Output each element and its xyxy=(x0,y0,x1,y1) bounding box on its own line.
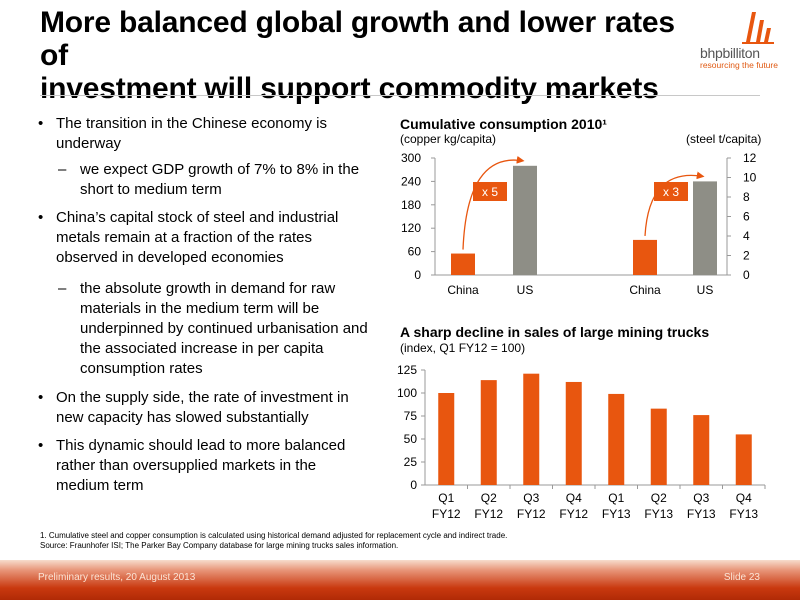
chart1-multiplier-label: x 3 xyxy=(663,185,679,199)
slide-number: Slide 23 xyxy=(723,572,760,583)
chart2-category-year: FY12 xyxy=(474,507,503,521)
chart2-bar xyxy=(650,408,667,485)
chart2-category-quarter: Q2 xyxy=(651,491,667,505)
chart1-category-label: China xyxy=(447,283,479,297)
truck-sales-chart: 0 25 50 75 100 125 Q1 FY12 Q2 FY12 Q3 FY12 Q4 FY12 Q1 F… xyxy=(397,363,766,521)
logo-wordmark: bhpbilliton xyxy=(700,45,760,61)
bullet-list: • The transition in the Chinese economy … xyxy=(38,114,368,496)
chart1-left-tick-label: 240 xyxy=(401,174,421,188)
chart1-category-label: US xyxy=(697,283,714,297)
bullet-item: • On the supply side, the rate of invest… xyxy=(38,388,368,428)
bullet-text: On the supply side, the rate of investme… xyxy=(56,389,349,426)
chart2-tick-label: 0 xyxy=(410,478,417,492)
footer-event: Preliminary results, 20 August 2013 xyxy=(38,572,196,583)
chart2-category-quarter: Q1 xyxy=(438,491,454,505)
bullet-icon: • xyxy=(38,115,44,132)
footer-bar xyxy=(0,560,800,600)
chart2-category-quarter: Q3 xyxy=(693,491,709,505)
chart2-category-year: FY12 xyxy=(559,507,588,521)
chart1-right-tick-label: 4 xyxy=(743,229,750,243)
chart1-right-tick-label: 12 xyxy=(743,151,757,165)
chart2-category-year: FY13 xyxy=(644,507,673,521)
sub-bullet-text: the absolute growth in demand for raw ma… xyxy=(80,280,368,377)
chart2-tick-label: 75 xyxy=(404,409,418,423)
chart2-bar xyxy=(565,381,582,485)
chart2-category-year: FY12 xyxy=(517,507,546,521)
chart1-title: Cumulative consumption 2010¹ xyxy=(400,116,607,132)
chart1-category-label: China xyxy=(629,283,661,297)
bullet-text: The transition in the Chinese economy is… xyxy=(56,115,327,152)
sub-bullet-item: – the absolute growth in demand for raw … xyxy=(38,279,368,379)
chart1-multiplier-badge xyxy=(654,182,688,201)
chart2-subtitle: (index, Q1 FY12 = 100) xyxy=(400,341,526,355)
title-line-1: More balanced global growth and lower ra… xyxy=(40,6,675,72)
header-divider xyxy=(40,95,760,96)
chart2-category-year: FY13 xyxy=(729,507,758,521)
chart2-bar xyxy=(735,434,752,485)
chart2-tick-label: 50 xyxy=(404,432,418,446)
chart1-growth-arrow xyxy=(462,155,525,250)
chart1-bar xyxy=(693,181,717,275)
chart1-category-label: US xyxy=(517,283,534,297)
chart2-category-year: FY13 xyxy=(687,507,716,521)
chart1-left-tick-label: 120 xyxy=(401,221,421,235)
bullet-icon: • xyxy=(38,437,44,454)
dash-icon: – xyxy=(58,161,67,178)
chart2-category-year: FY13 xyxy=(602,507,631,521)
chart1-right-tick-label: 0 xyxy=(743,268,750,282)
chart1-right-tick-label: 2 xyxy=(743,249,750,263)
chart1-multiplier-badge xyxy=(473,182,507,201)
chart2-bar xyxy=(523,373,540,485)
title-line-2: investment will support commodity market… xyxy=(40,72,659,105)
chart2-tick-label: 125 xyxy=(397,363,417,377)
chart2-category-quarter: Q4 xyxy=(566,491,582,505)
chart2-bar xyxy=(693,415,710,485)
chart1-right-axis-label: (steel t/capita) xyxy=(686,132,762,146)
chart2-category-quarter: Q3 xyxy=(523,491,539,505)
chart2-title: A sharp decline in sales of large mining… xyxy=(400,324,710,340)
chart2-category-quarter: Q4 xyxy=(736,491,752,505)
chart1-bar xyxy=(633,239,657,275)
footnote-line-1: 1. Cumulative steel and copper consumpti… xyxy=(40,531,508,540)
logo-mark-icon xyxy=(742,12,774,44)
footnote: 1. Cumulative steel and copper consumpti… xyxy=(40,531,760,551)
chart1-left-tick-label: 300 xyxy=(401,151,421,165)
page-title: More balanced global growth and lower ra… xyxy=(40,6,680,105)
chart2-bar xyxy=(480,380,497,485)
chart2-category-quarter: Q1 xyxy=(608,491,624,505)
sub-bullet-text: we expect GDP growth of 7% to 8% in the … xyxy=(80,161,360,198)
consumption-chart: 0 60 120 180 240 300 0 2 4 6 8 10 12 China US China US x … xyxy=(401,151,757,297)
chart1-left-tick-label: 180 xyxy=(401,198,421,212)
chart1-right-tick-label: 10 xyxy=(743,171,757,185)
bullet-icon: • xyxy=(38,209,44,226)
bhp-logo: bhpbilliton resourcing the future xyxy=(700,8,796,70)
chart1-left-tick-label: 0 xyxy=(414,268,421,282)
bullet-text: China’s capital stock of steel and indus… xyxy=(56,209,339,266)
chart2-category-year: FY12 xyxy=(432,507,461,521)
chart2-tick-label: 25 xyxy=(404,455,418,469)
chart1-right-tick-label: 8 xyxy=(743,190,750,204)
chart1-bar xyxy=(451,253,475,275)
sub-bullet-item: – we expect GDP growth of 7% to 8% in th… xyxy=(38,160,368,200)
chart2-category-quarter: Q2 xyxy=(481,491,497,505)
dash-icon: – xyxy=(58,280,67,297)
chart1-right-tick-label: 6 xyxy=(743,210,750,224)
footnote-source: Source: Fraunhofer ISI; The Parker Bay C… xyxy=(40,541,399,550)
bullet-item: • China’s capital stock of steel and ind… xyxy=(38,208,368,268)
chart1-multiplier-label: x 5 xyxy=(482,185,498,199)
bullet-icon: • xyxy=(38,389,44,406)
chart2-bar xyxy=(438,393,455,485)
chart2-tick-label: 100 xyxy=(397,386,417,400)
chart1-left-tick-label: 60 xyxy=(408,245,422,259)
bullet-item: • This dynamic should lead to more balan… xyxy=(38,436,368,496)
bullet-text: This dynamic should lead to more balance… xyxy=(56,437,346,494)
chart1-bar xyxy=(513,165,537,275)
bullet-item: • The transition in the Chinese economy … xyxy=(38,114,368,154)
chart2-bar xyxy=(608,393,625,485)
chart1-left-axis-label: (copper kg/capita) xyxy=(400,132,497,146)
logo-tagline: resourcing the future xyxy=(700,60,778,70)
